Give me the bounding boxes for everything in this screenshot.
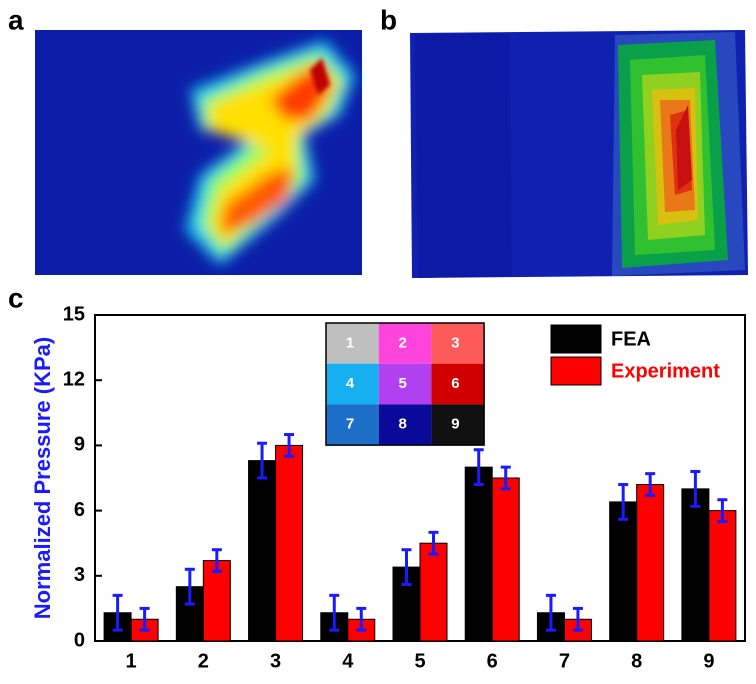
error-bar — [112, 593, 123, 632]
x-tick-label: 3 — [270, 650, 281, 672]
inset-cell — [326, 404, 379, 446]
y-tick-label: 0 — [74, 629, 85, 651]
error-bar — [645, 472, 656, 497]
error-bar — [211, 548, 222, 573]
error-bar — [428, 530, 439, 556]
panel-label: a — [8, 4, 24, 35]
x-tick-label: 5 — [414, 650, 425, 672]
legend-swatch — [550, 356, 602, 386]
bar — [202, 560, 231, 642]
inset-cell — [378, 363, 432, 405]
inset-cell — [431, 323, 485, 364]
x-tick-label: 2 — [198, 650, 209, 672]
inset-frame — [325, 322, 485, 446]
error-bar — [284, 433, 295, 458]
x-tick-label: 8 — [631, 650, 642, 672]
error-bar — [356, 606, 367, 632]
bar — [275, 444, 304, 642]
inset-cell-label: 1 — [346, 334, 354, 351]
y-tick-label: 9 — [74, 434, 85, 456]
y-tick-label: 12 — [63, 368, 85, 390]
panel-label: c — [8, 282, 24, 313]
x-tick-label: 1 — [126, 650, 137, 672]
bar — [681, 488, 710, 642]
inset-cell-label: 4 — [346, 375, 355, 392]
panel-label: b — [380, 4, 397, 35]
legend-swatch — [550, 324, 602, 354]
inset-cell-label: 8 — [399, 416, 407, 433]
error-bar — [545, 593, 556, 632]
error-bar — [139, 606, 150, 632]
error-bar — [618, 483, 629, 521]
inset-cell-label: 3 — [451, 334, 459, 351]
inset-cell — [378, 323, 432, 364]
x-tick-label: 9 — [703, 650, 714, 672]
x-tick-label: 4 — [342, 650, 354, 672]
bar — [464, 466, 493, 642]
inset-cell — [431, 404, 485, 446]
bar — [708, 510, 737, 642]
error-bar — [401, 548, 412, 586]
bar — [248, 460, 277, 642]
legend-label: Experiment — [611, 360, 720, 382]
bar — [609, 501, 638, 642]
bar — [636, 484, 665, 642]
y-tick-label: 6 — [74, 499, 85, 521]
inset-cell — [326, 363, 379, 405]
error-bar — [184, 567, 195, 606]
inset-cell-label: 6 — [451, 375, 459, 392]
error-bar — [329, 593, 340, 632]
y-tick-label: 3 — [74, 564, 85, 586]
y-axis-label: Normalized Pressure (KPa) — [30, 337, 55, 619]
y-tick-label: 15 — [63, 303, 85, 325]
inset-cell — [378, 404, 432, 446]
inset-cell-label: 9 — [451, 416, 459, 433]
x-tick-label: 6 — [487, 650, 498, 672]
inset-cell — [326, 323, 379, 364]
legend-label: FEA — [611, 328, 651, 350]
error-bar — [500, 465, 511, 491]
x-tick-label: 7 — [559, 650, 570, 672]
heatmap-b — [410, 30, 748, 278]
inset-cell-label: 7 — [346, 416, 354, 433]
error-bar — [257, 441, 268, 480]
inset-cell — [431, 363, 485, 405]
error-bar — [572, 606, 583, 632]
inset-cell-label: 5 — [399, 375, 407, 392]
bar — [419, 542, 448, 642]
heatmap-a — [35, 30, 362, 275]
error-bar — [473, 448, 484, 487]
error-bar — [717, 498, 728, 523]
error-bar — [690, 469, 701, 508]
inset-cell-label: 2 — [399, 334, 407, 351]
bar — [491, 477, 520, 642]
